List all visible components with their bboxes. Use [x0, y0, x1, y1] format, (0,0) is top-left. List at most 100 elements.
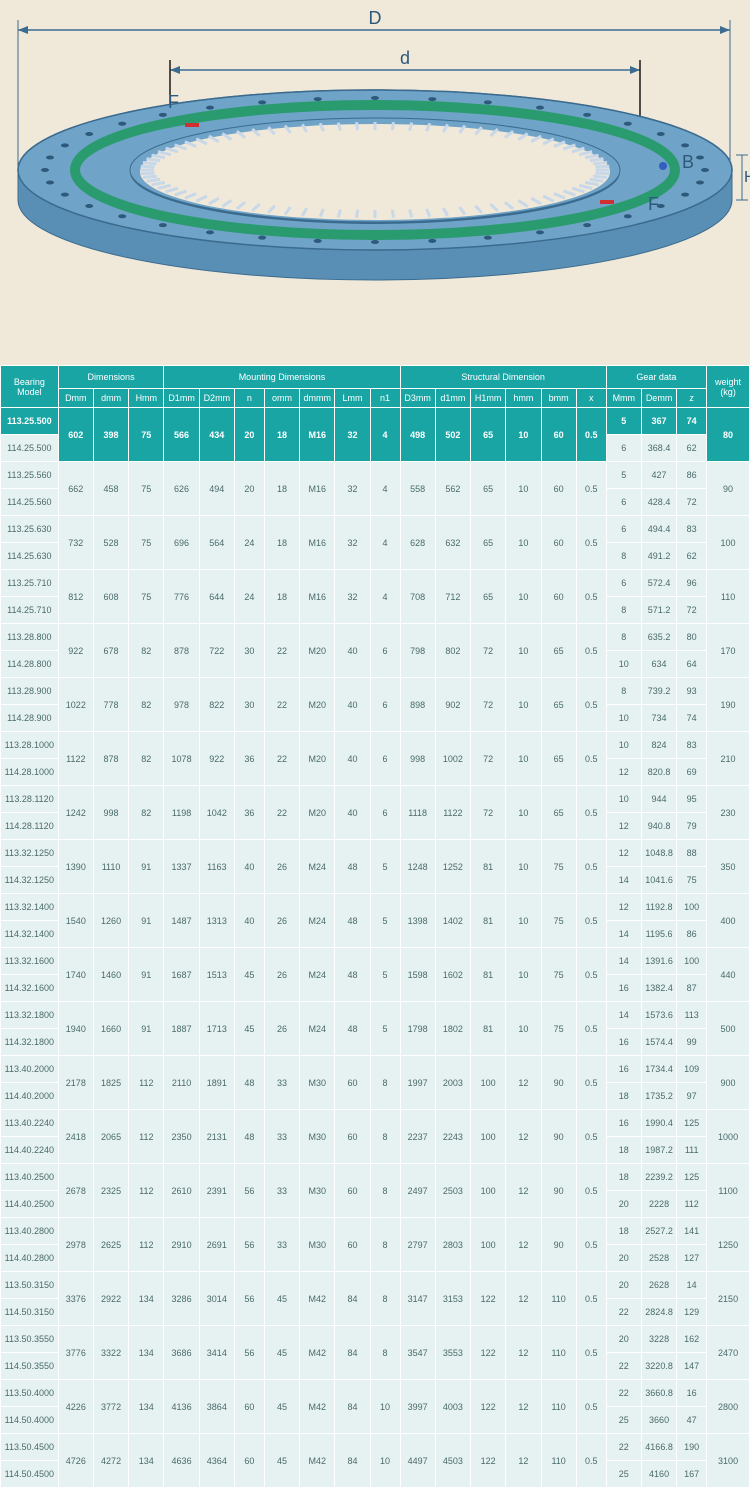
gear-cell: 22 — [606, 1380, 641, 1407]
data-cell: 1118 — [400, 786, 435, 840]
gear-cell: 190 — [677, 1434, 707, 1461]
data-cell: 65 — [471, 570, 506, 624]
data-cell: 110 — [541, 1434, 576, 1488]
data-cell: 10 — [506, 570, 541, 624]
gear-cell: 2528 — [641, 1245, 676, 1272]
model-cell: 113.28.900 — [1, 678, 59, 705]
data-cell: 1022 — [58, 678, 93, 732]
data-cell: 2391 — [199, 1164, 234, 1218]
data-cell: 30 — [234, 624, 264, 678]
model-cell: 113.50.4000 — [1, 1380, 59, 1407]
data-cell: 822 — [199, 678, 234, 732]
data-cell: 4 — [370, 462, 400, 516]
data-cell: 134 — [129, 1434, 164, 1488]
weight-cell: 110 — [707, 570, 750, 624]
gear-cell: 147 — [677, 1353, 707, 1380]
gear-cell: 64 — [677, 651, 707, 678]
gear-cell: 1987.2 — [641, 1137, 676, 1164]
data-cell: 2110 — [164, 1056, 199, 1110]
data-cell: 0.5 — [576, 840, 606, 894]
model-cell: 114.28.800 — [1, 651, 59, 678]
model-cell: 113.25.630 — [1, 516, 59, 543]
data-cell: 18 — [264, 462, 299, 516]
gear-cell: 141 — [677, 1218, 707, 1245]
gear-cell: 14 — [606, 921, 641, 948]
model-cell: 113.28.1120 — [1, 786, 59, 813]
data-cell: 1598 — [400, 948, 435, 1002]
col-group: Mounting Dimensions — [164, 366, 400, 389]
data-cell: 4497 — [400, 1434, 435, 1488]
model-cell: 114.32.1400 — [1, 921, 59, 948]
data-cell: 566 — [164, 408, 199, 462]
data-cell: 0.5 — [576, 1056, 606, 1110]
data-cell: M24 — [300, 894, 335, 948]
data-cell: 81 — [471, 894, 506, 948]
data-cell: 0.5 — [576, 1434, 606, 1488]
col-header: Hmm — [129, 389, 164, 408]
data-cell: 776 — [164, 570, 199, 624]
table-row: 113.32.12501390111091133711634026M244851… — [1, 840, 750, 867]
data-cell: 22 — [264, 624, 299, 678]
data-cell: 3864 — [199, 1380, 234, 1434]
data-cell: 778 — [93, 678, 128, 732]
data-cell: 33 — [264, 1164, 299, 1218]
data-cell: 8 — [370, 1110, 400, 1164]
data-cell: 798 — [400, 624, 435, 678]
data-cell: 40 — [234, 840, 264, 894]
gear-cell: 95 — [677, 786, 707, 813]
label-F1: F — [168, 92, 179, 112]
data-cell: 712 — [435, 570, 470, 624]
data-cell: 60 — [541, 570, 576, 624]
data-cell: 122 — [471, 1434, 506, 1488]
table-head: Bearing ModelDimensionsMounting Dimensio… — [1, 366, 750, 408]
gear-cell: 86 — [677, 921, 707, 948]
data-cell: 898 — [400, 678, 435, 732]
table-row: 113.25.500602398755664342018M16324498502… — [1, 408, 750, 435]
data-cell: M24 — [300, 1002, 335, 1056]
data-cell: 32 — [335, 516, 370, 570]
data-cell: 122 — [471, 1380, 506, 1434]
data-cell: 12 — [506, 1164, 541, 1218]
model-cell: 113.50.3550 — [1, 1326, 59, 1353]
data-cell: 0.5 — [576, 570, 606, 624]
weight-cell: 100 — [707, 516, 750, 570]
data-cell: 3322 — [93, 1326, 128, 1380]
spec-table-wrap: Bearing ModelDimensionsMounting Dimensio… — [0, 365, 750, 1488]
gear-cell: 2628 — [641, 1272, 676, 1299]
data-cell: 662 — [58, 462, 93, 516]
gear-cell: 75 — [677, 867, 707, 894]
gear-cell: 494.4 — [641, 516, 676, 543]
data-cell: 10 — [506, 786, 541, 840]
data-cell: 902 — [435, 678, 470, 732]
data-cell: 60 — [335, 1218, 370, 1272]
data-cell: 22 — [264, 732, 299, 786]
spec-table: Bearing ModelDimensionsMounting Dimensio… — [0, 365, 750, 1488]
data-cell: 3686 — [164, 1326, 199, 1380]
model-cell: 113.32.1800 — [1, 1002, 59, 1029]
data-cell: 2610 — [164, 1164, 199, 1218]
data-cell: 3547 — [400, 1326, 435, 1380]
data-cell: 1660 — [93, 1002, 128, 1056]
data-cell: 12 — [506, 1326, 541, 1380]
data-cell: 6 — [370, 732, 400, 786]
data-cell: 60 — [335, 1164, 370, 1218]
gear-cell: 634 — [641, 651, 676, 678]
data-cell: 60 — [541, 408, 576, 462]
data-cell: 1798 — [400, 1002, 435, 1056]
gear-cell: 3228 — [641, 1326, 676, 1353]
data-cell: 10 — [370, 1434, 400, 1488]
gear-cell: 12 — [606, 840, 641, 867]
data-cell: 1460 — [93, 948, 128, 1002]
data-cell: 33 — [264, 1110, 299, 1164]
data-cell: 12 — [506, 1272, 541, 1326]
data-cell: 998 — [400, 732, 435, 786]
gear-cell: 8 — [606, 597, 641, 624]
gear-cell: 18 — [606, 1164, 641, 1191]
gear-cell: 1195.6 — [641, 921, 676, 948]
gear-cell: 12 — [606, 759, 641, 786]
gear-cell: 18 — [606, 1137, 641, 1164]
data-cell: 1891 — [199, 1056, 234, 1110]
data-cell: 0.5 — [576, 948, 606, 1002]
data-cell: 90 — [541, 1218, 576, 1272]
gear-cell: 109 — [677, 1056, 707, 1083]
